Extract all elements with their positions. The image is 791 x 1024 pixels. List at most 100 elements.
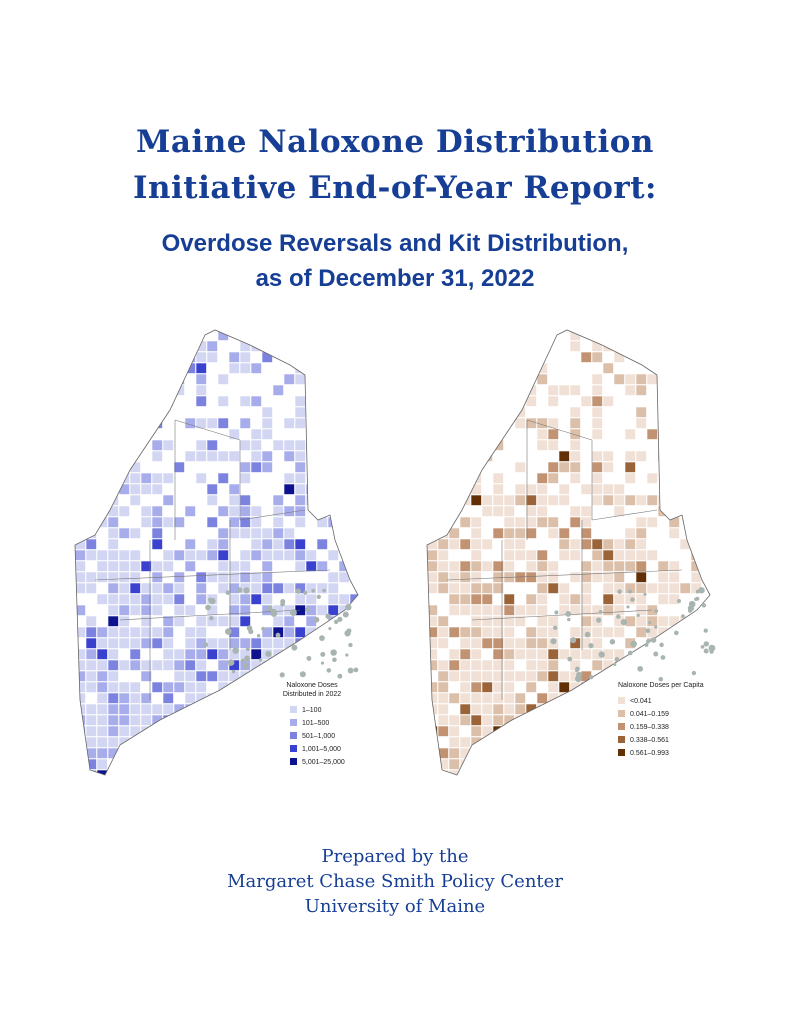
island [337, 616, 343, 622]
town-cell [668, 439, 680, 451]
town-cell [206, 340, 218, 352]
island [208, 597, 216, 605]
town-cell [173, 758, 185, 770]
town-cell [316, 461, 328, 473]
town-cell [228, 560, 240, 572]
town-cell [316, 384, 328, 396]
island [598, 651, 605, 658]
island [687, 608, 693, 613]
town-cell [96, 505, 108, 517]
town-cell [690, 461, 702, 473]
town-cell [492, 428, 504, 440]
island [598, 609, 603, 614]
town-cell [624, 472, 636, 484]
town-cell [151, 373, 163, 385]
town-cell [283, 450, 295, 462]
town-cell [536, 736, 548, 748]
town-cell [646, 516, 658, 528]
town-cell [85, 439, 97, 451]
town-cell [261, 582, 273, 594]
town-cell [228, 615, 240, 627]
town-cell [635, 626, 647, 638]
town-cell [327, 703, 339, 715]
town-cell [569, 439, 581, 451]
town-cell [613, 538, 625, 550]
town-cell [349, 604, 358, 616]
town-cell [217, 571, 229, 583]
town-cell [162, 384, 174, 396]
town-cell [195, 417, 207, 429]
town-cell [217, 714, 229, 726]
town-cell [602, 461, 614, 473]
island [279, 672, 285, 678]
town-cell [107, 681, 119, 693]
town-cell [239, 439, 251, 451]
town-cell [129, 747, 141, 759]
island [658, 676, 664, 682]
town-cell [503, 747, 515, 759]
town-cell [602, 747, 614, 759]
town-cell [580, 395, 592, 407]
legend-title: Distributed in 2022 [283, 691, 341, 698]
town-cell [250, 450, 262, 462]
town-cell [448, 362, 460, 374]
island [332, 657, 337, 663]
island [225, 590, 231, 595]
town-cell [349, 373, 358, 385]
town-cell [96, 747, 108, 759]
town-cell [162, 582, 174, 594]
town-cell [239, 494, 251, 506]
town-cell [327, 582, 339, 594]
town-cell [547, 626, 559, 638]
town-cell [459, 670, 471, 682]
town-cell [250, 461, 262, 473]
town-cell [349, 758, 358, 770]
town-cell [470, 714, 482, 726]
town-cell [206, 439, 218, 451]
legend-label: 0.338–0.561 [630, 737, 669, 744]
town-cell [547, 703, 559, 715]
town-cell [459, 406, 471, 418]
town-cell [206, 769, 218, 775]
town-cell [305, 439, 317, 451]
town-cell [228, 527, 240, 539]
town-cell [459, 758, 471, 770]
town-cell [162, 472, 174, 484]
town-cell [646, 582, 658, 594]
town-cell [558, 582, 570, 594]
legend-swatch [618, 710, 625, 717]
town-cell [327, 450, 339, 462]
town-cell [250, 582, 262, 594]
town-cell [140, 516, 152, 528]
town-cell [151, 527, 163, 539]
town-cell [657, 758, 669, 770]
town-cell [646, 758, 658, 770]
town-cell [437, 681, 449, 693]
town-cell [569, 538, 581, 550]
island [344, 630, 351, 637]
town-cell [129, 527, 141, 539]
town-cell [206, 538, 218, 550]
town-cell [646, 428, 658, 440]
town-cell [162, 439, 174, 451]
town-cell [503, 648, 515, 660]
town-cell [96, 659, 108, 671]
town-cell [602, 769, 614, 775]
town-cell [580, 351, 592, 363]
town-cell [503, 494, 515, 506]
town-cell [481, 626, 493, 638]
town-cell [140, 373, 152, 385]
town-cell [514, 615, 526, 627]
town-cell [701, 439, 710, 451]
town-cell [536, 373, 548, 385]
town-cell [668, 560, 680, 572]
town-cell [569, 549, 581, 561]
town-cell [349, 714, 358, 726]
town-cell [228, 494, 240, 506]
town-cell [316, 494, 328, 506]
island [644, 642, 649, 647]
town-cell [492, 714, 504, 726]
town-cell [591, 736, 603, 748]
town-cell [107, 736, 119, 748]
